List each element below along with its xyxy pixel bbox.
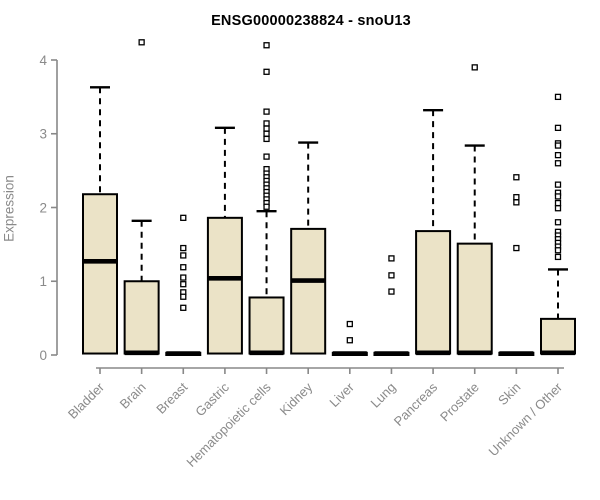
outlier-unknown-other (554, 160, 562, 167)
box-hematopoietic-cells (248, 296, 285, 355)
x-tick-label-brain: Brain (117, 380, 149, 412)
box-bladder (82, 193, 118, 355)
outlier-hematopoietic-cells (263, 125, 270, 132)
outlier-breast (180, 252, 187, 259)
box-unknown-other (540, 317, 576, 355)
x-tick-label-prostate: Prostate (437, 380, 482, 425)
outlier-hematopoietic-cells (263, 68, 270, 75)
outlier-hematopoietic-cells (263, 203, 270, 210)
y-tick-label: 3 (39, 127, 47, 142)
x-tick-label-lung: Lung (368, 380, 399, 411)
outlier-liver (346, 337, 353, 344)
outlier-unknown-other (554, 205, 562, 212)
outlier-unknown-other (554, 247, 562, 254)
outlier-hematopoietic-cells (263, 42, 270, 49)
outlier-prostate (471, 64, 478, 71)
outlier-breast (180, 281, 187, 288)
outlier-breast (180, 244, 187, 252)
outlier-unknown-other (554, 142, 562, 149)
x-tick-label-pancreas: Pancreas (391, 379, 441, 429)
outlier-unknown-other (554, 253, 562, 261)
y-tick-label: 1 (39, 274, 47, 289)
y-axis-title: Expression (1, 175, 17, 242)
outlier-hematopoietic-cells (263, 135, 270, 143)
y-tick-label: 0 (39, 348, 47, 363)
outlier-hematopoietic-cells (263, 130, 270, 137)
x-tick-label-unknown-other: Unknown / Other (486, 379, 566, 459)
y-tick-label: 4 (39, 53, 47, 68)
outlier-unknown-other (554, 181, 562, 188)
outlier-unknown-other (554, 199, 562, 207)
x-tick-label-liver: Liver (326, 379, 357, 410)
outlier-breast (180, 274, 187, 281)
outlier-unknown-other (554, 151, 562, 159)
outlier-lung (388, 288, 395, 295)
outlier-hematopoietic-cells (263, 153, 270, 160)
chart-title: ENSG00000238824 - snoU13 (211, 13, 411, 29)
outlier-hematopoietic-cells (263, 108, 270, 115)
outlier-skin (513, 244, 520, 252)
x-tick-label-breast: Breast (153, 379, 190, 416)
outlier-hematopoietic-cells (263, 120, 270, 127)
outlier-skin (513, 194, 520, 201)
outlier-breast (180, 304, 187, 311)
x-tick-label-kidney: Kidney (277, 379, 316, 418)
outlier-unknown-other (554, 124, 562, 131)
outlier-breast (180, 293, 187, 300)
outlier-unknown-other (554, 193, 562, 200)
box-brain (123, 280, 160, 355)
box-prostate (456, 242, 493, 355)
x-tick-label-skin: Skin (495, 380, 523, 408)
box-kidney (290, 227, 327, 355)
outlier-unknown-other (554, 219, 562, 226)
box-gastric (206, 216, 243, 355)
outlier-unknown-other (554, 93, 562, 101)
x-tick-label-bladder: Bladder (65, 379, 108, 422)
outlier-brain (138, 39, 145, 46)
outlier-breast (180, 264, 187, 271)
outlier-breast (180, 214, 187, 221)
outlier-lung (388, 272, 395, 279)
outlier-lung (388, 255, 395, 262)
outlier-liver (346, 320, 353, 328)
x-tick-label-gastric: Gastric (192, 379, 232, 419)
outlier-skin (513, 174, 520, 181)
box-pancreas (415, 230, 452, 355)
outlier-skin (513, 199, 520, 206)
y-tick-label: 2 (39, 200, 47, 215)
